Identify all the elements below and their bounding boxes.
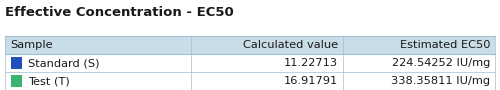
Text: Effective Concentration - EC50: Effective Concentration - EC50: [5, 6, 234, 19]
Text: 338.35811 IU/mg: 338.35811 IU/mg: [391, 76, 490, 86]
FancyBboxPatch shape: [11, 75, 22, 87]
Text: Estimated EC50: Estimated EC50: [400, 40, 490, 50]
Text: 224.54252 IU/mg: 224.54252 IU/mg: [392, 58, 490, 68]
Text: Sample: Sample: [10, 40, 52, 50]
Text: Standard (S): Standard (S): [28, 58, 100, 68]
FancyBboxPatch shape: [11, 57, 22, 69]
Text: 11.22713: 11.22713: [284, 58, 338, 68]
Text: Test (T): Test (T): [28, 76, 70, 86]
Text: Calculated value: Calculated value: [243, 40, 338, 50]
Text: 16.91791: 16.91791: [284, 76, 338, 86]
FancyBboxPatch shape: [5, 36, 495, 54]
